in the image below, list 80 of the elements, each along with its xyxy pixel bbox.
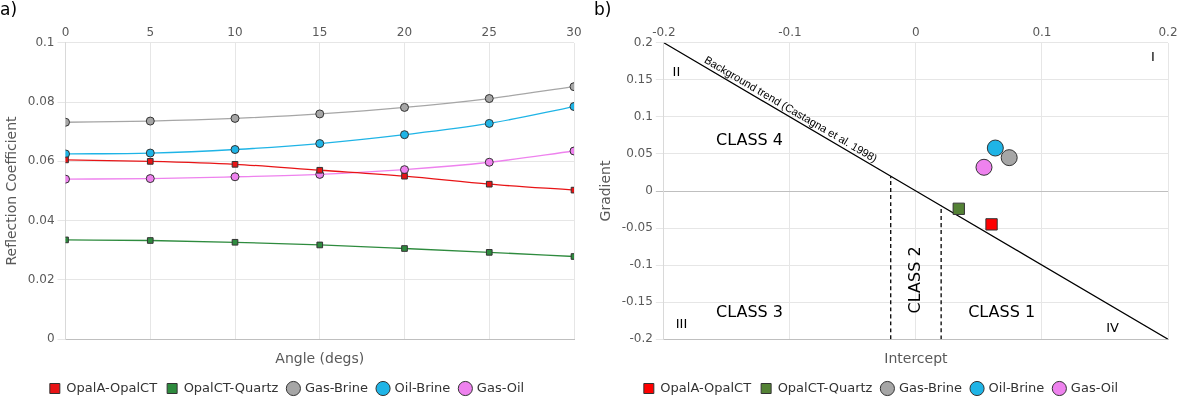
annotation: CLASS 3 bbox=[716, 301, 784, 321]
y-tick-label: 0.2 bbox=[633, 34, 653, 49]
legend-label: Oil-Brine bbox=[394, 379, 451, 395]
point bbox=[485, 180, 493, 188]
point bbox=[952, 202, 965, 215]
point bbox=[230, 145, 240, 154]
point bbox=[146, 158, 154, 165]
x-tick-label: 30 bbox=[566, 24, 582, 39]
point bbox=[975, 158, 993, 176]
point bbox=[145, 116, 155, 126]
y-tick-label: -0.05 bbox=[621, 220, 653, 235]
y-tick-label: -0.1 bbox=[629, 257, 653, 272]
y-tick-label: 0.06 bbox=[27, 153, 55, 168]
x-axis-title: Intercept bbox=[884, 350, 949, 367]
point bbox=[401, 172, 408, 180]
point bbox=[986, 139, 1004, 157]
chart-title: a) bbox=[0, 0, 18, 19]
y-tick-label: -0.15 bbox=[621, 294, 653, 309]
x-tick-label: 20 bbox=[396, 24, 413, 39]
legend-label: Gas-Oil bbox=[476, 379, 525, 395]
y-tick-label: 0 bbox=[46, 331, 55, 346]
point bbox=[484, 94, 494, 104]
y-tick-label: 0.05 bbox=[626, 146, 653, 161]
y-tick-label: 0.02 bbox=[27, 272, 55, 287]
y-tick-label: 0 bbox=[645, 183, 653, 198]
y-tick-label: 0.15 bbox=[626, 71, 653, 86]
legend-label: Gas-Oil bbox=[1070, 379, 1119, 395]
point bbox=[400, 102, 410, 112]
point bbox=[145, 148, 155, 158]
annotation: CLASS 4 bbox=[716, 129, 784, 149]
point bbox=[401, 245, 408, 252]
y-axis-title: Gradient bbox=[597, 160, 614, 222]
legend-label: OpalCT-Quartz bbox=[777, 379, 873, 395]
point bbox=[230, 172, 240, 182]
point bbox=[484, 157, 494, 167]
x-tick-label: 10 bbox=[227, 24, 243, 39]
legend-label: OpalA-OpalCT bbox=[660, 379, 752, 395]
y-tick-label: 0.1 bbox=[35, 34, 55, 49]
point bbox=[315, 139, 325, 149]
point bbox=[1000, 149, 1018, 167]
y-tick-label: -0.2 bbox=[629, 331, 653, 346]
point bbox=[316, 166, 324, 174]
annotation: II bbox=[672, 63, 681, 79]
point bbox=[146, 237, 154, 244]
legend-label: OpalCT-Quartz bbox=[183, 379, 279, 395]
point bbox=[230, 113, 240, 123]
y-axis-title: Reflection Coefficient bbox=[3, 115, 20, 266]
point bbox=[400, 165, 410, 175]
legend-label: Gas-Brine bbox=[304, 379, 369, 395]
legend-label: OpalA-OpalCT bbox=[66, 379, 158, 395]
y-tick-label: 0.04 bbox=[27, 212, 55, 227]
point bbox=[485, 249, 493, 256]
x-tick-label: 0 bbox=[61, 24, 70, 39]
annotation: IV bbox=[1106, 320, 1120, 336]
x-tick-label: 0.2 bbox=[1158, 24, 1178, 39]
point bbox=[484, 118, 494, 128]
point bbox=[231, 161, 239, 168]
legend-label: Oil-Brine bbox=[988, 379, 1045, 395]
annotation: CLASS 1 bbox=[968, 301, 1036, 321]
annotation: CLASS 2 bbox=[905, 246, 925, 314]
x-tick-label: 5 bbox=[146, 24, 155, 39]
point bbox=[400, 130, 410, 140]
chart-title: b) bbox=[594, 0, 612, 19]
point bbox=[316, 241, 324, 249]
x-tick-label: -0.1 bbox=[778, 24, 802, 39]
legend-label: Gas-Brine bbox=[898, 379, 963, 395]
x-tick-label: 0 bbox=[912, 24, 920, 39]
y-tick-label: 0.1 bbox=[633, 109, 653, 124]
annotation: III bbox=[675, 315, 688, 331]
x-tick-label: 0.1 bbox=[1032, 24, 1052, 39]
x-tick-label: 15 bbox=[312, 24, 328, 39]
point bbox=[145, 174, 155, 184]
x-tick-label: -0.2 bbox=[652, 24, 676, 39]
point bbox=[231, 238, 239, 246]
x-axis-title: Angle (degs) bbox=[275, 350, 365, 367]
point bbox=[985, 218, 998, 231]
x-tick-label: 25 bbox=[481, 24, 497, 39]
y-tick-label: 0.08 bbox=[27, 94, 55, 109]
annotation: I bbox=[1150, 48, 1155, 64]
point bbox=[315, 109, 325, 119]
